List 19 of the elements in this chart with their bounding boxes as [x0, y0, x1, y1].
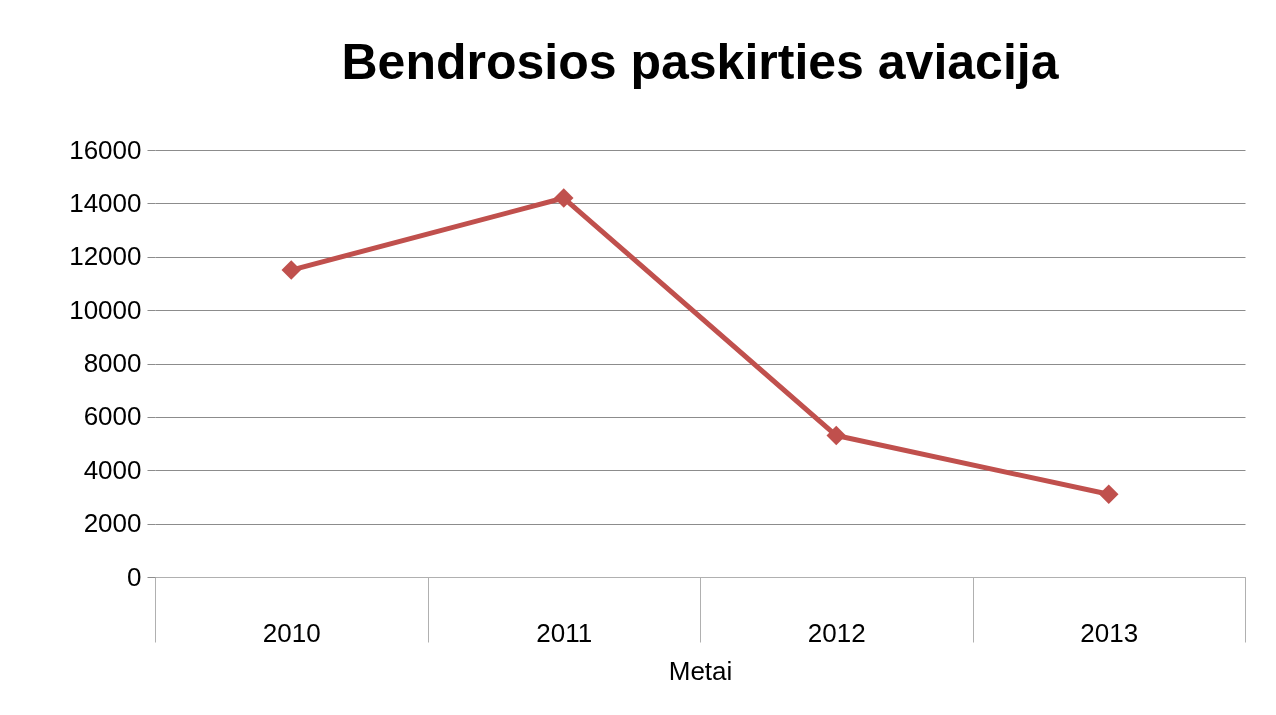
x-tick-label: 2013 — [1080, 617, 1139, 648]
y-tick-label: 4000 — [83, 454, 142, 485]
y-tick-label: 10000 — [69, 294, 142, 325]
y-tick-label: 0 — [127, 561, 142, 592]
point — [826, 425, 846, 446]
point — [554, 188, 574, 208]
x-tick-label: 2011 — [536, 617, 593, 648]
x-tick-label: 2010 — [262, 617, 321, 648]
y-tick-label: 14000 — [69, 187, 142, 218]
y-tick-label: 8000 — [83, 348, 142, 378]
chart-title: Bendrosios paskirties aviacija — [341, 34, 1060, 90]
y-tick-label: 12000 — [69, 241, 142, 272]
x-axis-title: Metai — [668, 655, 733, 686]
x-tick-label: 2012 — [807, 617, 866, 648]
point — [281, 260, 301, 280]
y-tick-label: 2000 — [83, 508, 142, 539]
y-tick-label: 6000 — [83, 401, 142, 432]
point — [1099, 484, 1119, 505]
y-tick-label: 16000 — [69, 134, 142, 165]
